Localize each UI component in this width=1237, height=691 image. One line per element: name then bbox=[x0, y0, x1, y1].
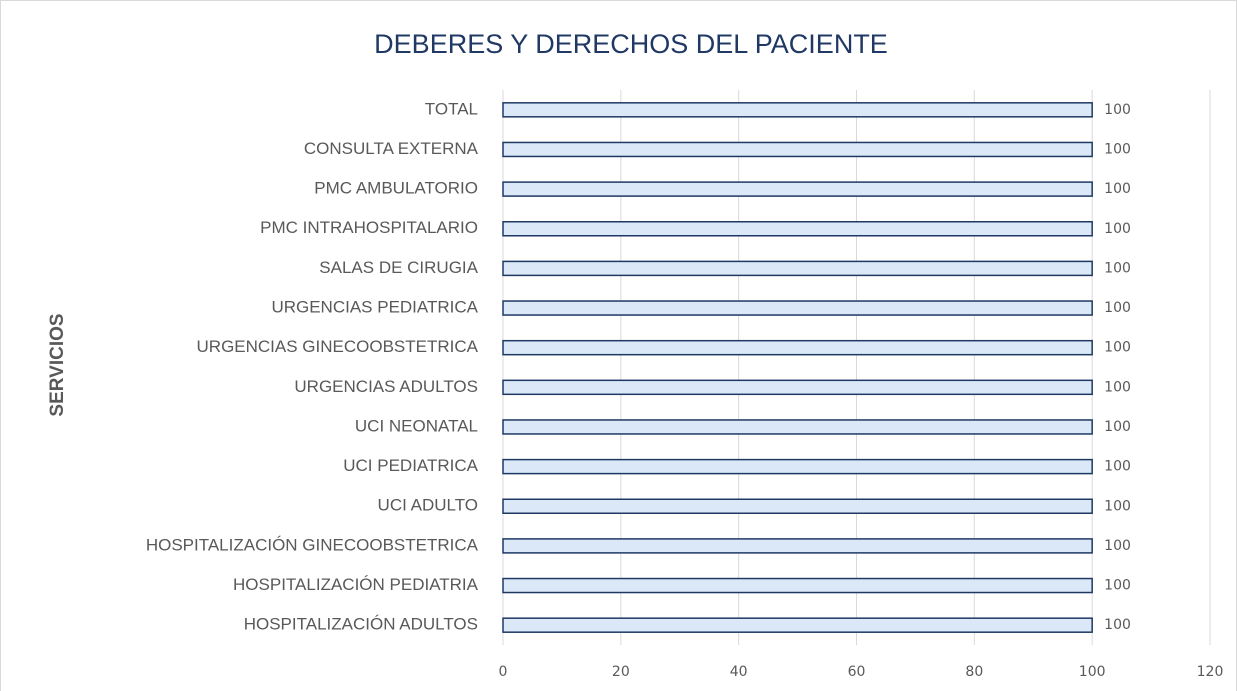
y-tick-label: CONSULTA EXTERNA bbox=[304, 139, 479, 158]
data-label: 100 bbox=[1104, 141, 1131, 157]
y-tick-label: UCI PEDIATRICA bbox=[343, 456, 478, 475]
data-label: 100 bbox=[1104, 459, 1131, 475]
bar bbox=[502, 339, 1093, 356]
bar bbox=[502, 419, 1093, 435]
y-tick-label: URGENCIAS ADULTOS bbox=[294, 377, 478, 396]
bar bbox=[502, 617, 1093, 633]
y-tick-label: TOTAL bbox=[425, 99, 478, 118]
y-tick-label: HOSPITALIZACIÓN PEDIATRIA bbox=[233, 575, 479, 594]
bar bbox=[502, 538, 1093, 554]
y-tick-label: PMC INTRAHOSPITALARIO bbox=[260, 218, 478, 237]
data-label: 100 bbox=[1104, 578, 1131, 594]
bar bbox=[502, 181, 1093, 197]
data-label: 100 bbox=[1104, 102, 1131, 118]
x-tick-label: 40 bbox=[730, 664, 748, 680]
chart-title: DEBERES Y DERECHOS DEL PACIENTE bbox=[374, 29, 888, 59]
bar bbox=[502, 141, 1093, 158]
y-tick-label: SALAS DE CIRUGIA bbox=[319, 258, 478, 277]
y-axis-title: SERVICIOS bbox=[47, 313, 68, 416]
y-tick-label: URGENCIAS PEDIATRICA bbox=[271, 298, 478, 317]
bar bbox=[502, 260, 1093, 277]
data-label: 100 bbox=[1104, 419, 1131, 435]
data-label: 100 bbox=[1104, 340, 1131, 356]
x-tick-label: 120 bbox=[1197, 664, 1224, 680]
y-tick-label: HOSPITALIZACIÓN ADULTOS bbox=[244, 615, 478, 634]
bar bbox=[502, 102, 1093, 118]
data-label: 100 bbox=[1104, 617, 1131, 633]
x-tick-label: 80 bbox=[965, 664, 983, 680]
bar bbox=[502, 498, 1093, 514]
y-tick-label: HOSPITALIZACIÓN GINECOOBSTETRICA bbox=[146, 535, 479, 554]
bar bbox=[502, 300, 1093, 316]
y-tick-label: UCI NEONATAL bbox=[355, 416, 478, 435]
data-label: 100 bbox=[1104, 300, 1131, 316]
data-label: 100 bbox=[1104, 538, 1131, 554]
bar bbox=[502, 221, 1093, 237]
x-tick-label: 100 bbox=[1079, 664, 1106, 680]
data-label: 100 bbox=[1104, 379, 1131, 395]
y-tick-label: URGENCIAS GINECOOBSTETRICA bbox=[197, 337, 479, 356]
y-tick-label: PMC AMBULATORIO bbox=[314, 179, 478, 198]
bar bbox=[502, 577, 1093, 594]
data-label: 100 bbox=[1104, 221, 1131, 237]
bar bbox=[502, 379, 1093, 396]
x-tick-label: 60 bbox=[848, 664, 866, 680]
data-label: 100 bbox=[1104, 498, 1131, 514]
bar bbox=[502, 458, 1093, 475]
data-label: 100 bbox=[1104, 260, 1131, 276]
y-tick-label: UCI ADULTO bbox=[378, 496, 478, 515]
x-tick-label: 20 bbox=[612, 664, 630, 680]
x-tick-label: 0 bbox=[499, 664, 508, 680]
data-label: 100 bbox=[1104, 181, 1131, 197]
